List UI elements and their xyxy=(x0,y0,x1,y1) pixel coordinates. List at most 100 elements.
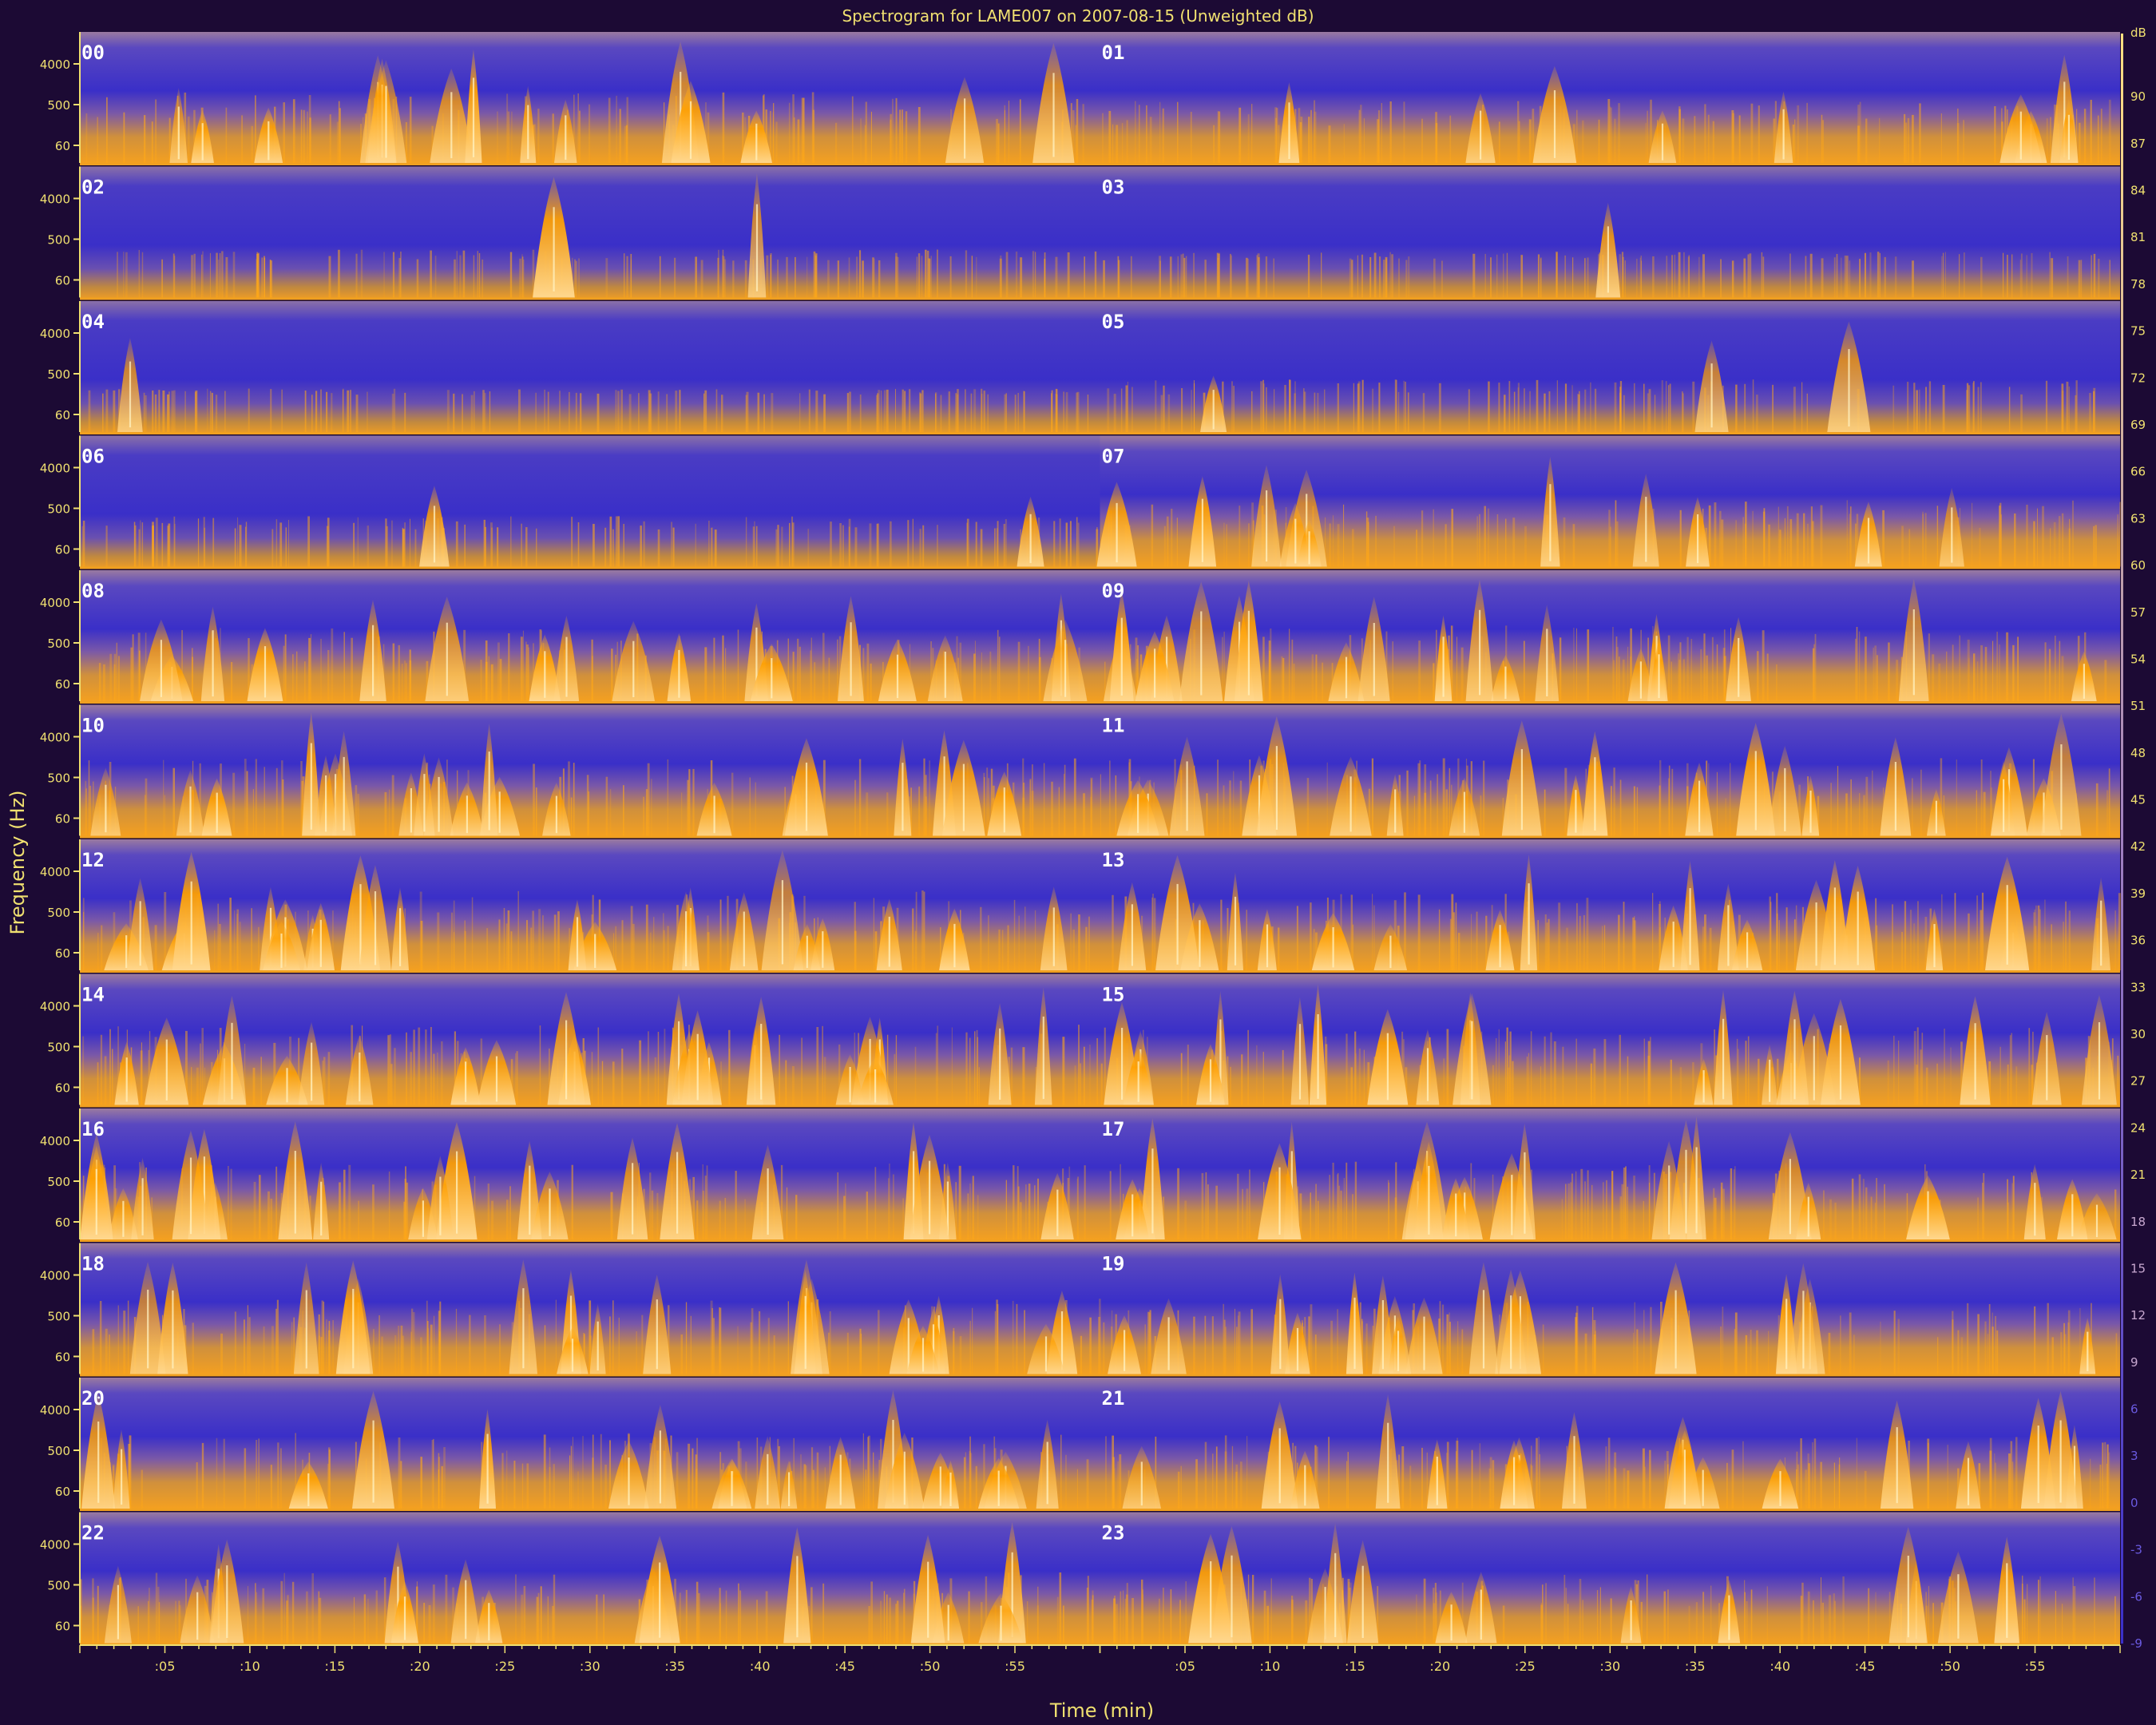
noise-streak xyxy=(1634,383,1635,432)
noise-streak xyxy=(1548,918,1550,970)
noise-streak xyxy=(1807,523,1809,567)
noise-streak xyxy=(1422,393,1425,432)
call-core xyxy=(1219,1019,1222,1100)
hour-label: 13 xyxy=(1102,849,1125,871)
noise-streak xyxy=(1704,914,1706,970)
y-tick-label: 4000 xyxy=(40,327,70,341)
noise-streak xyxy=(225,107,228,163)
noise-streak xyxy=(207,388,208,432)
noise-streak xyxy=(1124,1598,1127,1644)
noise-streak xyxy=(955,1182,957,1239)
call-core xyxy=(1137,1061,1139,1102)
noise-streak xyxy=(1347,1452,1349,1509)
noise-streak xyxy=(1361,1319,1363,1374)
noise-streak xyxy=(387,1035,390,1105)
noise-streak xyxy=(918,786,921,836)
noise-streak xyxy=(1357,383,1360,432)
noise-streak xyxy=(628,394,632,432)
call-core xyxy=(196,1592,199,1640)
noise-streak xyxy=(1227,1056,1229,1105)
noise-streak xyxy=(281,760,283,836)
noise-streak xyxy=(1099,1299,1101,1374)
noise-streak xyxy=(575,260,577,298)
noise-streak xyxy=(1075,125,1077,163)
noise-streak xyxy=(1576,628,1577,701)
noise-streak xyxy=(1508,381,1511,432)
noise-streak xyxy=(1859,259,1861,298)
noise-streak xyxy=(877,393,879,432)
noise-streak xyxy=(1468,389,1470,432)
noise-streak xyxy=(1688,255,1690,298)
noise-streak xyxy=(1833,257,1836,298)
noise-streak xyxy=(1413,795,1416,836)
noise-streak xyxy=(651,779,652,836)
noise-streak xyxy=(895,252,898,298)
noise-streak xyxy=(1352,924,1354,970)
call-core xyxy=(1685,1149,1687,1234)
noise-streak xyxy=(2019,260,2022,298)
noise-streak xyxy=(1665,381,1667,432)
noise-streak xyxy=(1671,768,1674,836)
noise-streak xyxy=(1980,645,1983,701)
noise-streak xyxy=(275,767,278,836)
noise-streak xyxy=(611,648,613,701)
noise-streak xyxy=(1785,907,1788,970)
noise-streak xyxy=(1096,527,1098,567)
noise-streak xyxy=(1034,910,1036,970)
noise-streak xyxy=(471,897,474,970)
noise-streak xyxy=(1424,792,1427,836)
noise-streak xyxy=(630,254,632,298)
noise-streak xyxy=(1973,381,1975,432)
noise-streak xyxy=(1416,1594,1417,1644)
call-core xyxy=(1471,1021,1473,1100)
noise-streak xyxy=(2072,1577,2074,1644)
call-core xyxy=(544,651,546,698)
noise-streak xyxy=(256,253,259,298)
noise-streak xyxy=(1744,383,1746,432)
noise-streak xyxy=(80,1579,82,1644)
noise-streak xyxy=(1777,1058,1779,1105)
noise-streak xyxy=(1615,500,1617,567)
call-core xyxy=(1727,905,1730,966)
noise-streak xyxy=(1925,1067,1928,1105)
noise-streak xyxy=(1664,1461,1666,1509)
call-core xyxy=(659,1562,661,1638)
noise-streak xyxy=(674,257,676,298)
noise-streak xyxy=(507,910,510,970)
noise-streak xyxy=(1856,514,1859,567)
noise-streak xyxy=(972,1307,973,1374)
noise-streak xyxy=(1457,933,1460,970)
noise-streak xyxy=(455,521,458,567)
row-separator xyxy=(80,1509,2120,1511)
noise-streak xyxy=(1678,109,1681,163)
noise-streak xyxy=(1276,108,1278,163)
noise-streak xyxy=(1266,1605,1270,1644)
noise-streak xyxy=(868,1606,870,1644)
noise-streak xyxy=(1222,636,1223,701)
noise-streak xyxy=(2050,528,2051,567)
colorbar-tick-label: 42 xyxy=(2130,839,2146,854)
noise-streak xyxy=(212,518,215,567)
x-tick-label: :55 xyxy=(2025,1659,2046,1674)
noise-streak xyxy=(526,920,528,970)
noise-streak xyxy=(2033,521,2035,567)
noise-streak xyxy=(2011,1033,2013,1105)
noise-streak xyxy=(1353,383,1354,432)
noise-streak xyxy=(649,1172,652,1239)
noise-streak xyxy=(1874,1203,1877,1239)
noise-streak xyxy=(2011,254,2013,298)
noise-streak xyxy=(1616,521,1619,567)
noise-streak xyxy=(1310,1192,1311,1239)
noise-streak xyxy=(1957,1330,1960,1374)
noise-streak xyxy=(1206,793,1208,836)
call-core xyxy=(456,1151,458,1234)
noise-streak xyxy=(1223,631,1225,701)
noise-streak xyxy=(784,787,786,836)
noise-streak xyxy=(1956,759,1957,836)
noise-streak xyxy=(2022,1575,2023,1644)
noise-streak xyxy=(1720,1326,1722,1374)
noise-streak xyxy=(1524,388,1525,432)
noise-streak xyxy=(378,1315,380,1374)
noise-streak xyxy=(1614,1452,1617,1509)
noise-streak xyxy=(357,517,359,567)
